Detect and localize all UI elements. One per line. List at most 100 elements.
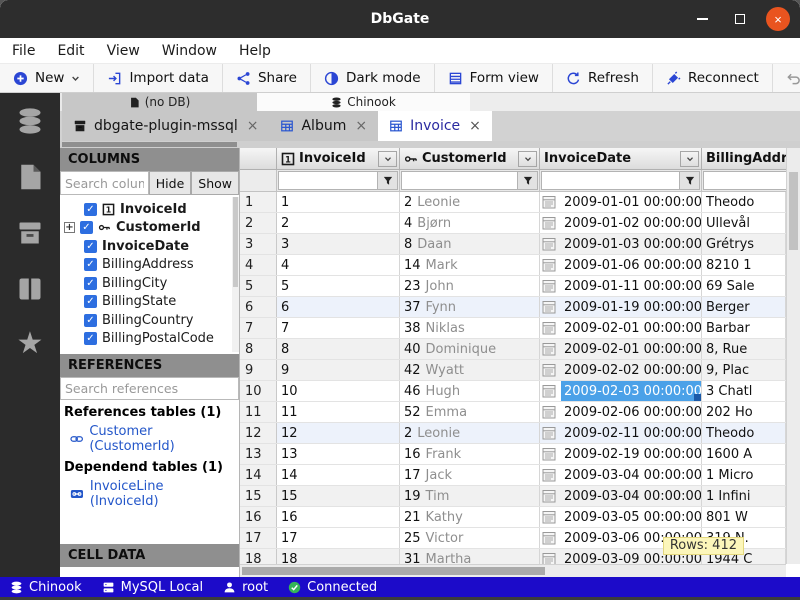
rail-star-icon[interactable]: ★ [16, 326, 44, 361]
reference-link-invoiceline-invoiceid-[interactable]: InvoiceLine (InvoiceId) [60, 477, 239, 512]
checkbox-checked-icon[interactable]: ✓ [84, 202, 97, 216]
checkbox-checked-icon[interactable]: ✓ [84, 332, 97, 346]
cell-data-panel-header[interactable]: CELL DATA [60, 544, 239, 567]
cell-billing-address[interactable]: Berger [702, 297, 786, 317]
checkbox-checked-icon[interactable]: ✓ [84, 313, 97, 327]
cell-invoice-id[interactable]: 15 [277, 486, 400, 506]
toolbar-dark-mode-button[interactable]: Dark mode [311, 64, 435, 92]
selected-cell[interactable]: 2009-02-03 00:00:00 [561, 381, 701, 401]
cell-invoice-id[interactable]: 3 [277, 234, 400, 254]
column-item-invoicedate[interactable]: ✓ InvoiceDate [60, 237, 239, 256]
filter-input-invoicedate[interactable] [541, 171, 680, 190]
expand-icon[interactable]: + [64, 222, 75, 234]
menu-item-view[interactable]: View [106, 42, 140, 59]
search-columns-input[interactable] [60, 171, 149, 195]
cell-billing-address[interactable]: 202 Ho [702, 402, 786, 422]
cell-invoice-date[interactable]: 2009-01-03 00:00:00 [540, 234, 702, 254]
rail-archive-icon[interactable] [16, 219, 44, 247]
rail-database-icon[interactable] [16, 107, 44, 135]
row-number[interactable]: 14 [240, 465, 277, 485]
cell-invoice-date[interactable]: 2009-01-06 00:00:00 [540, 255, 702, 275]
cell-billing-address[interactable]: Ullevål [702, 213, 786, 233]
cell-billing-address[interactable]: Theodo [702, 423, 786, 443]
row-number[interactable]: 17 [240, 528, 277, 548]
horizontal-scrollbar[interactable] [240, 564, 786, 577]
row-number[interactable]: 13 [240, 444, 277, 464]
close-button[interactable]: × [766, 7, 790, 31]
cell-customer-id[interactable]: 21 Kathy [400, 507, 540, 527]
cell-invoice-id[interactable]: 18 [277, 549, 400, 569]
tab-invoice[interactable]: Invoice × [378, 111, 492, 141]
cell-billing-address[interactable]: 8210 1 [702, 255, 786, 275]
row-number[interactable]: 16 [240, 507, 277, 527]
cell-customer-id[interactable]: 17 Jack [400, 465, 540, 485]
toolbar-refresh-button[interactable]: Refresh [553, 64, 653, 92]
filter-funnel-button[interactable] [378, 171, 398, 190]
row-number[interactable]: 15 [240, 486, 277, 506]
checkbox-checked-icon[interactable]: ✓ [84, 276, 97, 290]
cell-invoice-id[interactable]: 17 [277, 528, 400, 548]
cell-billing-address[interactable]: 1 Infini [702, 486, 786, 506]
cell-invoice-id[interactable]: 16 [277, 507, 400, 527]
filter-input-billingaddress[interactable] [703, 171, 798, 190]
cell-billing-address[interactable]: 1600 A [702, 444, 786, 464]
cell-billing-address[interactable]: 69 Sale [702, 276, 786, 296]
rail-book-icon[interactable] [16, 275, 44, 303]
vertical-scrollbar[interactable] [786, 148, 800, 564]
row-number[interactable]: 9 [240, 360, 277, 380]
checkbox-checked-icon[interactable]: ✓ [80, 221, 93, 235]
cell-customer-id[interactable]: 19 Tim [400, 486, 540, 506]
row-number[interactable]: 1 [240, 192, 277, 212]
cell-invoice-date[interactable]: 2009-01-19 00:00:00 [540, 297, 702, 317]
cell-invoice-id[interactable]: 10 [277, 381, 400, 401]
cell-customer-id[interactable]: 16 Frank [400, 444, 540, 464]
reference-link-customer-customerid-[interactable]: Customer (CustomerId) [60, 422, 239, 457]
cell-billing-address[interactable]: 3 Chatl [702, 381, 786, 401]
cell-invoice-date[interactable]: 2009-02-01 00:00:00 [540, 318, 702, 338]
row-number[interactable]: 7 [240, 318, 277, 338]
cell-customer-id[interactable]: 37 Fynn [400, 297, 540, 317]
cell-invoice-id[interactable]: 12 [277, 423, 400, 443]
toolbar-form-view-button[interactable]: Form view [435, 64, 553, 92]
cell-customer-id[interactable]: 52 Emma [400, 402, 540, 422]
cell-invoice-id[interactable]: 11 [277, 402, 400, 422]
cell-billing-address[interactable]: Theodo [702, 192, 786, 212]
cell-invoice-id[interactable]: 13 [277, 444, 400, 464]
filter-input-customerid[interactable] [401, 171, 518, 190]
column-item-customerid[interactable]: + ✓ CustomerId [60, 219, 239, 238]
horizontal-scrollbar-thumb[interactable] [242, 567, 545, 575]
grid-corner-cell[interactable] [240, 148, 277, 169]
column-menu-button[interactable] [680, 150, 699, 167]
toolbar-new-button[interactable]: New [0, 64, 95, 92]
cell-invoice-date[interactable]: 2009-01-01 00:00:00 [540, 192, 702, 212]
column-header-invoiceid[interactable]: 1 InvoiceId [277, 148, 400, 169]
cell-customer-id[interactable]: 23 John [400, 276, 540, 296]
column-header-invoicedate[interactable]: InvoiceDate [540, 148, 702, 169]
cell-invoice-id[interactable]: 1 [277, 192, 400, 212]
row-number[interactable]: 4 [240, 255, 277, 275]
filter-input-invoiceid[interactable] [278, 171, 378, 190]
cell-invoice-id[interactable]: 2 [277, 213, 400, 233]
column-menu-button[interactable] [518, 150, 537, 167]
cell-invoice-id[interactable]: 6 [277, 297, 400, 317]
column-item-billingaddress[interactable]: ✓ BillingAddress [60, 256, 239, 275]
cell-invoice-id[interactable]: 9 [277, 360, 400, 380]
toolbar-import-data-button[interactable]: Import data [94, 64, 223, 92]
tab-close-icon[interactable]: × [469, 118, 481, 134]
cell-invoice-date[interactable]: 2009-02-06 00:00:00 [540, 402, 702, 422]
cell-billing-address[interactable]: Barbar [702, 318, 786, 338]
minimize-button[interactable] [690, 7, 714, 31]
cell-customer-id[interactable]: 2 Leonie [400, 192, 540, 212]
menu-item-help[interactable]: Help [239, 42, 271, 59]
checkbox-checked-icon[interactable]: ✓ [84, 295, 97, 309]
tab-dbgate-plugin-mssql[interactable]: dbgate-plugin-mssql × [62, 111, 270, 141]
cell-billing-address[interactable]: 8, Rue [702, 339, 786, 359]
cell-invoice-date[interactable]: 2009-03-04 00:00:00 [540, 465, 702, 485]
hide-button[interactable]: Hide [148, 171, 192, 195]
toolbar-reconnect-button[interactable]: Reconnect [653, 64, 773, 92]
tab-scrollbar-thumb[interactable] [62, 142, 237, 147]
columns-scrollbar[interactable] [232, 197, 239, 352]
cell-customer-id[interactable]: 42 Wyatt [400, 360, 540, 380]
filter-funnel-button[interactable] [680, 171, 700, 190]
search-references-input[interactable] [60, 377, 239, 400]
